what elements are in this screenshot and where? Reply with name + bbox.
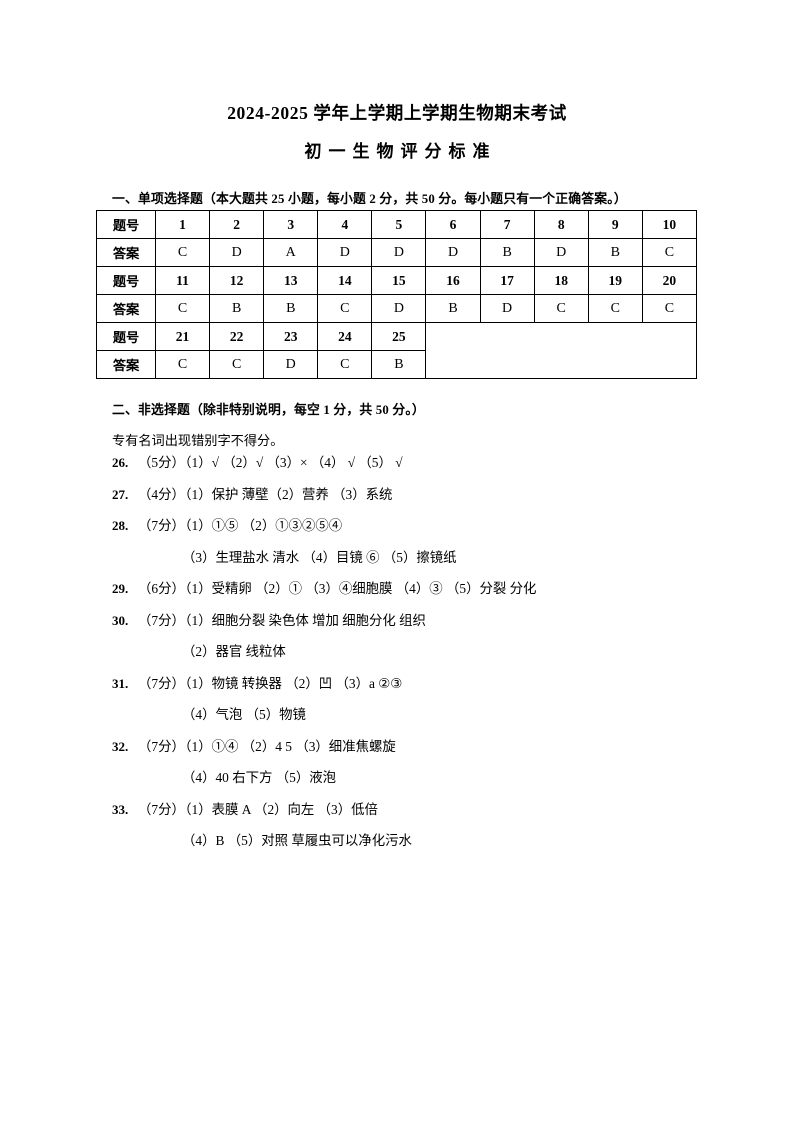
answer-line: （7分）（1）①④ （2）4 5 （3）细准焦螺旋 [138, 738, 396, 754]
answer-cell: C [641, 294, 698, 323]
question-number: 29. [112, 581, 129, 596]
row-label-number: 题号 [96, 322, 156, 351]
question-number-cell: 18 [533, 266, 589, 295]
row-label-number: 题号 [96, 210, 156, 239]
question-number: 27. [112, 486, 129, 502]
answer-line: （6分）（1）受精卵 （2）① （3）④细胞膜 （4）③ （5）分裂 分化 [138, 581, 537, 596]
answer-line: （7分）（1）细胞分裂 染色体 增加 细胞分化 组织 [138, 612, 426, 628]
question-number-cell: 14 [317, 266, 373, 295]
question-number: 33. [112, 801, 129, 817]
answer-cell: C [317, 294, 373, 323]
document-title: 2024-2025 学年上学期上学期生物期末考试 [227, 103, 567, 123]
answer-cell: B [587, 238, 643, 267]
answer-cell: D [371, 294, 427, 323]
question-number: 31. [112, 675, 129, 691]
answer-cell: D [317, 238, 373, 267]
question-number-cell: 23 [263, 322, 319, 351]
answer-line: （2）器官 线粒体 [182, 644, 286, 659]
section-two-note: 专有名词出现错别字不得分。 [112, 433, 284, 448]
table-row: 答案 C D A D D D B D B C [96, 238, 698, 267]
question-number-cell: 11 [154, 266, 211, 295]
question-number-cell: 8 [533, 210, 589, 239]
answer-line: （7分）（1）物镜 转换器 （2）凹 （3）a ②③ [138, 675, 403, 691]
question-number-cell: 21 [154, 322, 211, 351]
table-row: 题号 1 2 3 4 5 6 7 8 9 10 [96, 210, 698, 239]
multiple-choice-answer-table: 题号 1 2 3 4 5 6 7 8 9 10 答案 C D A D D D B D B C 题号 11 12 13 14 15 16 1… [96, 210, 698, 379]
answer-cell: C [154, 238, 211, 267]
answer-cell: C [154, 350, 211, 379]
question-number-cell: 10 [641, 210, 698, 239]
table-row: 答案 C C D C B [96, 350, 697, 379]
question-number-cell: 20 [641, 266, 698, 295]
section-one-heading: 一、单项选择题（本大题共 25 小题，每小题 2 分，共 50 分。每小题只有一… [112, 192, 627, 206]
question-number-cell: 17 [479, 266, 535, 295]
row-label-answer: 答案 [96, 294, 156, 323]
document-subtitle: 初一生物评分标准 [304, 142, 497, 161]
question-number-cell: 15 [371, 266, 427, 295]
answer-cell: C [533, 294, 589, 323]
question-number: 30. [112, 612, 129, 628]
answer-line: （4）40 右下方 （5）液泡 [182, 770, 336, 785]
table-row: 题号 21 22 23 24 25 [96, 322, 697, 379]
answer-line: （3）生理盐水 清水 （4）目镜 ⑥ （5）擦镜纸 [182, 549, 457, 565]
answer-line: （4分）（1）保护 薄壁（2）营养 （3）系统 [138, 486, 393, 502]
question-number-cell: 7 [479, 210, 535, 239]
question-number-cell: 5 [371, 210, 427, 239]
question-number-cell: 1 [154, 210, 211, 239]
question-number-cell: 22 [209, 322, 265, 351]
answer-cell: A [263, 238, 319, 267]
question-number: 32. [112, 738, 129, 754]
answer-cell: C [317, 350, 373, 379]
table-row: 题号 11 12 13 14 15 16 17 18 19 20 [96, 266, 698, 295]
question-number-cell: 12 [209, 266, 265, 295]
answer-cell: B [263, 294, 319, 323]
answer-line: （5分）（1）√ （2）√ （3）× （4） √ （5） √ [138, 455, 403, 470]
question-number-cell: 9 [587, 210, 643, 239]
question-number-cell: 4 [317, 210, 373, 239]
answer-cell: D [209, 238, 265, 267]
answer-cell: B [479, 238, 535, 267]
table-row: 答案 C B B C D B D C C C [96, 294, 698, 323]
question-number-cell: 2 [209, 210, 265, 239]
question-number-cell: 24 [317, 322, 373, 351]
answer-line: （7分）（1）①⑤ （2）①③②⑤④ [138, 518, 343, 533]
answer-cell: C [641, 238, 698, 267]
answer-cell: D [371, 238, 427, 267]
answer-line: （4）B （5）对照 草履虫可以净化污水 [182, 833, 412, 848]
answer-line: （4）气泡 （5）物镜 [182, 707, 306, 722]
question-number-cell: 13 [263, 266, 319, 295]
answer-cell: B [425, 294, 481, 323]
row-label-answer: 答案 [96, 238, 156, 267]
question-number-cell: 3 [263, 210, 319, 239]
question-number-cell: 6 [425, 210, 481, 239]
question-number: 28. [112, 518, 129, 533]
empty-table-cell [425, 322, 697, 379]
question-number-cell: 16 [425, 266, 481, 295]
answer-cell: D [263, 350, 319, 379]
answer-cell: C [154, 294, 211, 323]
answer-line: （7分）（1）表膜 A （2）向左 （3）低倍 [138, 801, 378, 817]
answer-cell: B [371, 350, 427, 379]
answer-cell: D [533, 238, 589, 267]
question-number: 26. [112, 455, 129, 470]
question-number-cell: 19 [587, 266, 643, 295]
question-number-cell: 25 [371, 322, 427, 351]
answer-cell: C [209, 350, 265, 379]
answer-cell: B [209, 294, 265, 323]
row-label-number: 题号 [96, 266, 156, 295]
answer-cell: D [479, 294, 535, 323]
section-two-heading: 二、非选择题（除非特别说明，每空 1 分，共 50 分。） [112, 403, 425, 417]
answer-cell: D [425, 238, 481, 267]
answer-cell: C [587, 294, 643, 323]
row-label-answer: 答案 [96, 350, 156, 379]
